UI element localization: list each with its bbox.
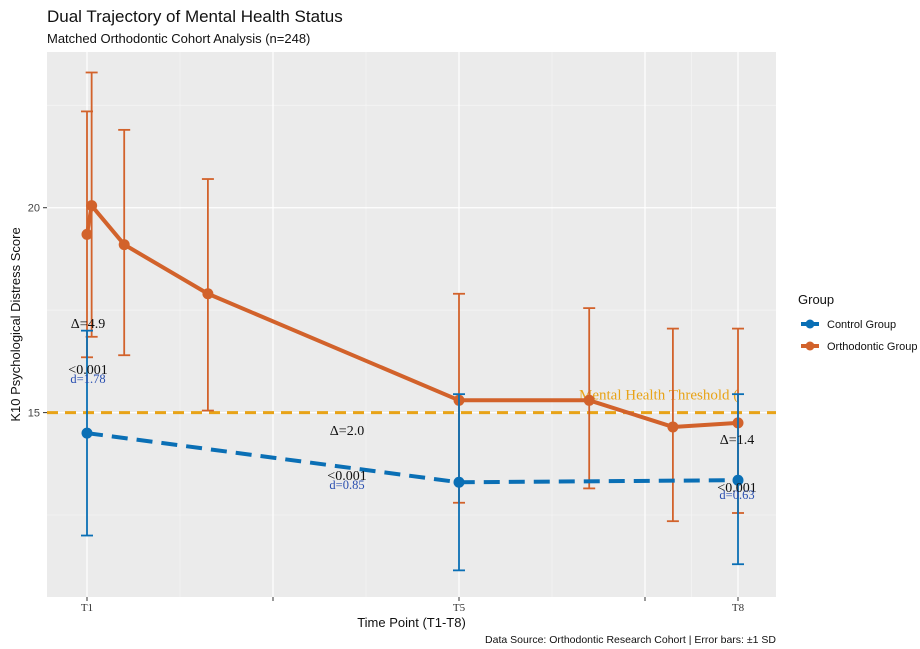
annotation-delta: Δ=4.9	[71, 317, 105, 332]
orthodontic-group-point	[202, 288, 214, 300]
orthodontic-group-point	[118, 239, 130, 251]
chart-subtitle: Matched Orthodontic Cohort Analysis (n=2…	[47, 31, 310, 46]
legend-label: Control Group	[827, 319, 896, 331]
legend-item-orthodontic-group: Orthodontic Group	[801, 341, 918, 353]
legend-title: Group	[798, 292, 834, 307]
annotation-p-value: <0.001	[717, 481, 756, 496]
annotation-effect-size: d=0.85	[329, 478, 364, 492]
annotation-delta: Δ=1.4	[720, 433, 754, 448]
annotation-p-value: <0.001	[68, 363, 107, 378]
legend-item-control-group: Control Group	[801, 319, 896, 331]
annotation-p-value: <0.001	[327, 469, 366, 484]
grid-minor	[47, 52, 776, 597]
x-axis-title: Time Point (T1-T8)	[357, 615, 466, 630]
x-tick-label: T5	[453, 602, 466, 614]
orthodontic-group-line	[85, 203, 739, 429]
legend: Group Control Group Orthodontic Group	[798, 292, 918, 353]
x-tick-label: T1	[81, 602, 93, 614]
annotation-delta: Δ=2.0	[330, 424, 364, 439]
legend-label: Orthodontic Group	[827, 341, 918, 353]
plot-panel	[47, 52, 776, 597]
y-tick-label: 20	[28, 203, 40, 215]
chart-title: Dual Trajectory of Mental Health Status	[47, 7, 343, 26]
y-tick-label: 15	[28, 408, 40, 420]
annotation-effect-size: d=1.78	[70, 372, 105, 386]
legend-key-point	[805, 341, 815, 351]
x-axis-ticks: T1 T5 T8	[81, 597, 745, 614]
control-group-point	[81, 427, 93, 439]
orthodontic-group-point	[86, 200, 98, 212]
orthodontic-group-point	[81, 228, 93, 240]
annotation-effect-size: d=0.63	[719, 488, 754, 502]
control-group-series	[81, 329, 744, 572]
x-tick-label: T8	[732, 602, 745, 614]
threshold-layer: Mental Health Threshold (	[47, 388, 776, 415]
orthodontic-group-point	[667, 421, 679, 433]
legend-key-point	[805, 319, 815, 329]
control-group-point	[732, 474, 744, 486]
orthodontic-group-point	[583, 394, 595, 406]
series-layer	[81, 71, 744, 572]
caption: Data Source: Orthodontic Research Cohort…	[485, 634, 776, 646]
control-group-point	[453, 476, 465, 488]
threshold-label: Mental Health Threshold (	[579, 388, 738, 404]
y-axis-title: K10 Psychological Distress Score	[8, 227, 23, 421]
annotation-layer: Δ=4.9<0.001d=1.78Δ=2.0<0.001d=0.85Δ=1.4<…	[68, 317, 756, 502]
